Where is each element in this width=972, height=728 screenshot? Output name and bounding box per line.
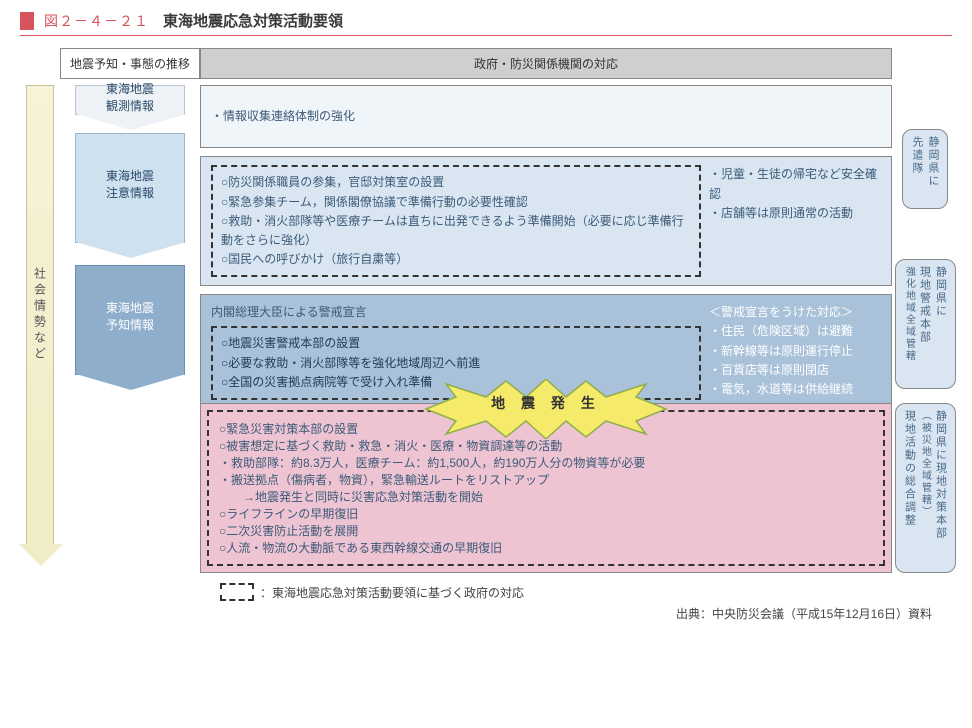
right-pill-1: 先遣隊 静岡県に [902, 129, 948, 209]
pill-line: （被災地全域管轄） [918, 410, 933, 566]
box2-right-item: ・店舗等は原則通常の活動 [709, 204, 881, 223]
box3-right-item: ・新幹線等は原則運行停止 [709, 342, 881, 361]
pill-line: 現地活動の総合調整 [902, 410, 918, 566]
figure-title: 東海地震応急対策活動要領 [163, 10, 343, 31]
legend-swatch [220, 583, 254, 601]
box2-left-item: ○救助・消火部隊等や医療チームは直ちに出発できるよう準備開始（必要に応じ準備行動… [221, 212, 691, 250]
header-left: 地震予知・事態の推移 [60, 48, 200, 79]
box4-item: ○人流・物流の大動脈である東西幹線交通の早期復旧 [219, 539, 873, 556]
box3-right-item: ・住民（危険区域）は避難 [709, 322, 881, 341]
timeline-arrow-column: 社会情勢など [20, 85, 60, 573]
box2-left-item: ○国民への呼びかけ（旅行自粛等） [221, 250, 691, 269]
box2-left-item: ○緊急参集チーム，関係閣僚協議で準備行動の必要性確認 [221, 193, 691, 212]
box2-right-item: ・児童・生徒の帰宅など安全確認 [709, 165, 881, 203]
box3-left-item: ○地震災害警戒本部の設置 [221, 334, 691, 353]
box1-text: ・情報収集連絡体制の強化 [211, 107, 355, 126]
box2-gov-actions: ○防災関係職員の参集，官邸対策室の設置 ○緊急参集チーム，関係閣僚協議で準備行動… [211, 165, 701, 277]
stage-3: 東海地震 予知情報 [75, 265, 185, 375]
stage-2-label: 東海地震 注意情報 [106, 167, 154, 201]
stage-1: 東海地震 観測情報 [75, 85, 185, 115]
pm-declaration: 内閣総理大臣による警戒宣言 [211, 303, 701, 322]
box4-item: ○ライフラインの早期復旧 [219, 505, 873, 522]
header-right: 政府・防災関係機関の対応 [200, 48, 892, 79]
box3-public-actions: ＜警戒宣言をうけた対応＞ ・住民（危険区域）は避難 ・新幹線等は原則運行停止 ・… [701, 303, 881, 400]
pill-line: 静岡県に現地対策本部 [933, 410, 949, 566]
box3-right-item: ・電気，水道等は供給継続 [709, 380, 881, 399]
box3-right-item: ・百貨店等は原則閉店 [709, 361, 881, 380]
response-column: ・情報収集連絡体制の強化 ○防災関係職員の参集，官邸対策室の設置 ○緊急参集チー… [200, 85, 892, 573]
timeline-label: 社会情勢など [32, 267, 49, 363]
stage-2: 東海地震 注意情報 [75, 133, 185, 243]
right-pill-2: 強化地域全域管轄 現地警戒本部 静岡県に [895, 259, 956, 389]
accent-block [20, 12, 34, 30]
source-citation: 出典：中央防災会議（平成15年12月16日）資料 [20, 605, 952, 622]
legend: ：東海地震応急対策活動要領に基づく政府の対応 [220, 583, 952, 601]
box2-public-actions: ・児童・生徒の帰宅など安全確認 ・店舗等は原則通常の活動 [701, 165, 881, 277]
legend-text: ：東海地震応急対策活動要領に基づく政府の対応 [260, 584, 524, 601]
stage-3-label: 東海地震 予知情報 [106, 299, 154, 333]
right-pill-3: 現地活動の総合調整 （被災地全域管轄） 静岡県に現地対策本部 [895, 403, 956, 573]
box4-item: ○被害想定に基づく救助・救急・消火・医療・物資調達等の活動 [219, 437, 873, 454]
pill-line: 強化地域全域管轄 [902, 266, 917, 382]
burst-label: 地 震 発 生 [416, 393, 676, 413]
box2-left-item: ○防災関係職員の参集，官邸対策室の設置 [221, 173, 691, 192]
timeline-arrow: 社会情勢など [26, 85, 54, 545]
pill-line: 静岡県に [925, 136, 941, 202]
box3-right-head: ＜警戒宣言をうけた対応＞ [709, 303, 881, 322]
box4-item: ○二次災害防止活動を展開 [219, 522, 873, 539]
pill-line: 現地警戒本部 [917, 266, 933, 382]
figure-number: 図２－４－２１ [44, 11, 149, 31]
figure-header: 図２－４－２１ 東海地震応急対策活動要領 [20, 10, 952, 36]
box4-item: →地震発生と同時に災害応急対策活動を開始 [219, 488, 873, 505]
stage-column: 東海地震 観測情報 東海地震 注意情報 東海地震 予知情報 [60, 85, 200, 573]
column-headers: 地震予知・事態の推移 政府・防災関係機関の対応 [20, 48, 952, 79]
pill-line: 先遣隊 [909, 136, 925, 202]
stage-1-label: 東海地震 観測情報 [106, 80, 154, 114]
box4-item: ・搬送拠点（傷病者，物資），緊急輸送ルートをリストアップ [219, 471, 873, 488]
box4-item: ・救助部隊：約8.3万人，医療チーム：約1,500人，約190万人分の物資等が必… [219, 454, 873, 471]
location-column: 先遣隊 静岡県に 強化地域全域管轄 現地警戒本部 静岡県に 現地活動の総合調整 … [892, 85, 952, 573]
box3-left-item: ○必要な救助・消火部隊等を強化地域周辺へ前進 [221, 354, 691, 373]
response-box-2: ○防災関係職員の参集，官邸対策室の設置 ○緊急参集チーム，関係閣僚協議で準備行動… [200, 156, 892, 286]
response-box-1: ・情報収集連絡体制の強化 [200, 85, 892, 148]
pill-line: 静岡県に [933, 266, 949, 382]
diagram-body: 社会情勢など 東海地震 観測情報 東海地震 注意情報 東海地震 予知情報 ・情報… [20, 85, 952, 573]
